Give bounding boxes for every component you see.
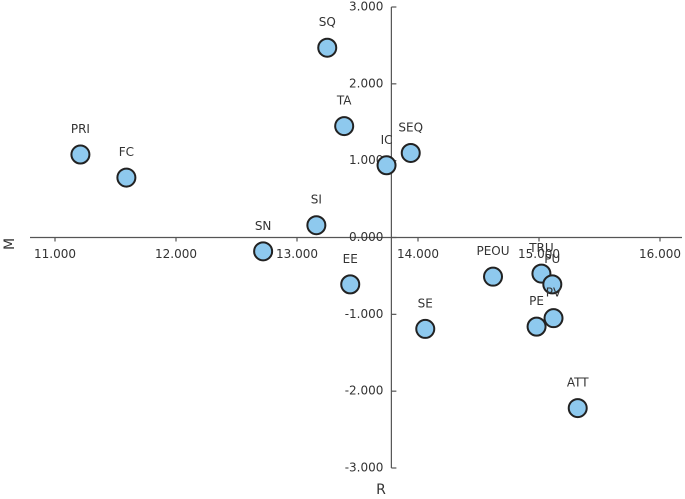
point-label: SQ [319, 15, 336, 29]
y-tick-label: 1.000 [349, 153, 383, 167]
point-label: FC [119, 145, 134, 159]
point [376, 155, 397, 176]
y-tick-label: 0.000 [349, 230, 383, 244]
point-label: SEQ [398, 120, 423, 134]
point-label: SN [255, 219, 272, 233]
y-axis-label: M [2, 238, 18, 250]
point [483, 266, 504, 287]
point-label: ATT [567, 376, 589, 390]
point [542, 274, 563, 295]
point-label: PU [544, 252, 560, 266]
x-tick-label: 14.000 [397, 247, 439, 261]
point-label: EE [343, 252, 358, 266]
point [70, 144, 91, 165]
point [306, 215, 327, 236]
x-tick-label: 12.000 [155, 247, 197, 261]
x-tick-label: 16.000 [639, 247, 681, 261]
point [253, 241, 274, 262]
point [415, 318, 436, 339]
point-label: SI [311, 193, 322, 207]
x-tick-label: 11.000 [34, 247, 76, 261]
y-tick-label: 2.000 [349, 76, 383, 90]
y-tick-label: -2.000 [345, 384, 384, 398]
point-label: TA [336, 94, 352, 108]
y-tick-label: -3.000 [345, 461, 384, 475]
point-label: IC [381, 133, 393, 147]
point [116, 167, 137, 188]
x-tick-label: 13.000 [276, 247, 318, 261]
x-tick-label: 15.000 [518, 247, 560, 261]
point-label: PV [546, 286, 562, 300]
point [567, 398, 588, 419]
point [526, 316, 547, 337]
point [317, 37, 338, 58]
y-tick-label: -1.000 [345, 307, 384, 321]
point-label: TRU [528, 241, 553, 255]
x-axis-label: R [376, 482, 386, 498]
point [400, 142, 421, 163]
point-label: PEOU [476, 244, 509, 258]
point [334, 116, 355, 137]
point [340, 274, 361, 295]
y-tick-label: 3.000 [349, 0, 383, 14]
point-label: PE [529, 294, 544, 308]
point-label: PRI [71, 122, 90, 136]
point [543, 308, 564, 329]
point-label: SE [418, 296, 433, 310]
